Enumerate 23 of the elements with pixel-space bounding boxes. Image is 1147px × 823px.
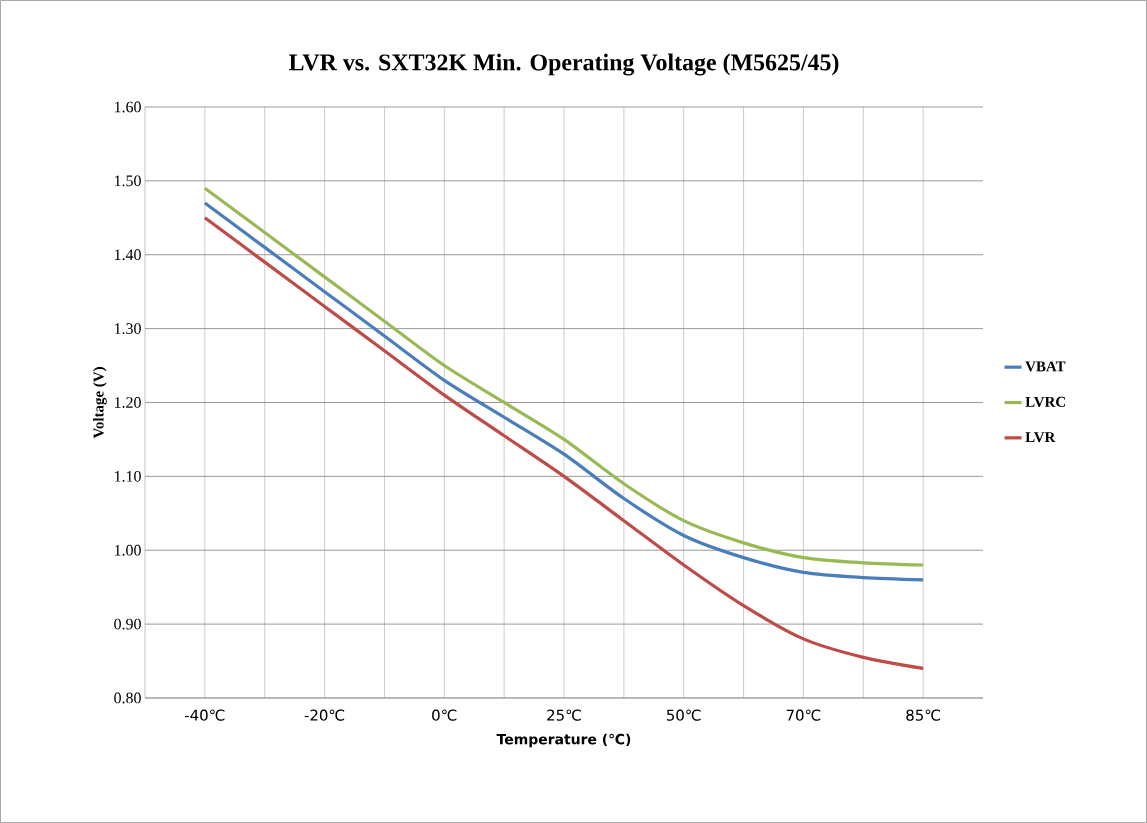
x-tick-label: 0℃ bbox=[432, 709, 457, 721]
y-tick-label: 1.50 bbox=[115, 175, 141, 187]
y-tick-label: 1.10 bbox=[115, 470, 141, 482]
y-tick-label: 1.40 bbox=[115, 249, 141, 261]
chart-title: LVR vs. SXT32K Min. Operating Voltage (M5625/45) bbox=[289, 53, 839, 76]
line-series bbox=[203, 216, 925, 671]
x-tick-label: 70℃ bbox=[786, 709, 821, 721]
y-tick-label: 1.00 bbox=[115, 544, 141, 556]
y-tick-label: 1.60 bbox=[115, 101, 141, 113]
legend-label: LVR bbox=[1025, 432, 1056, 443]
x-tick-label: -20℃ bbox=[304, 709, 345, 721]
y-tick-label: 0.80 bbox=[114, 692, 141, 704]
y-tick-label: 0.90 bbox=[114, 618, 141, 630]
y-tick-label: 1.30 bbox=[115, 323, 141, 335]
y-axis-title: Voltage (V) bbox=[93, 367, 107, 439]
legend-label: VBAT bbox=[1025, 361, 1066, 372]
x-tick-label: 50℃ bbox=[666, 709, 701, 721]
x-tick-label: -40℃ bbox=[185, 709, 225, 721]
x-axis-title: Temperature (℃) bbox=[496, 733, 631, 748]
x-tick-label: 85℃ bbox=[906, 709, 940, 721]
y-tick-label: 1.20 bbox=[115, 397, 141, 408]
x-tick-label: 25℃ bbox=[547, 709, 581, 721]
legend-label: LVRC bbox=[1025, 396, 1066, 407]
